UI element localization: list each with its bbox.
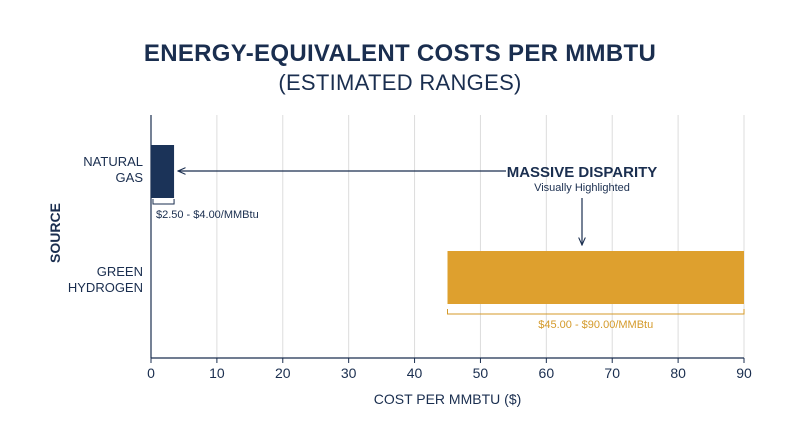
- x-tick-label: 90: [736, 365, 752, 381]
- range-label: $45.00 - $90.00/MMBtu: [538, 319, 653, 331]
- x-tick-label: 70: [604, 365, 620, 381]
- range-bracket: [152, 199, 175, 205]
- bar: [447, 251, 744, 304]
- category-label: NATURAL: [83, 154, 143, 169]
- annotation-title: MASSIVE DISPARITY: [507, 164, 658, 181]
- range-bracket: [447, 309, 745, 315]
- x-tick-label: 20: [275, 365, 291, 381]
- x-tick-label: 10: [209, 365, 225, 381]
- chart-title: ENERGY-EQUIVALENT COSTS PER MMBTU: [143, 40, 657, 67]
- x-tick-label: 40: [407, 365, 423, 381]
- category-label: GREEN: [97, 264, 143, 279]
- y-axis-title: SOURCE: [47, 203, 63, 263]
- x-tick-label: 0: [147, 365, 155, 381]
- annotation-subtitle: Visually Highlighted: [534, 182, 630, 194]
- x-tick-label: 60: [539, 365, 555, 381]
- x-tick-label: 30: [341, 365, 357, 381]
- x-axis-title: COST PER MMBTU ($): [374, 391, 522, 407]
- category-label: GAS: [116, 170, 144, 185]
- chart-subtitle: (ESTIMATED RANGES): [278, 70, 522, 95]
- bar: [151, 145, 175, 198]
- x-tick-label: 80: [670, 365, 686, 381]
- x-tick-label: 50: [473, 365, 489, 381]
- category-label: HYDROGEN: [68, 280, 143, 295]
- range-label: $2.50 - $4.00/MMBtu: [156, 209, 259, 221]
